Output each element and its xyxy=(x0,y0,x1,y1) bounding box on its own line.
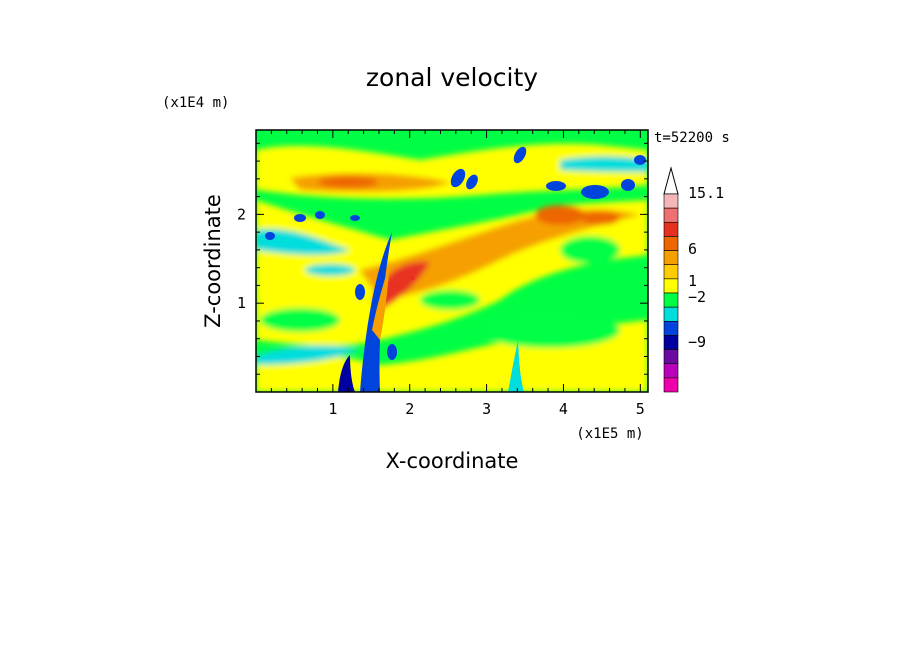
axis-ticks xyxy=(256,130,648,392)
red-dot xyxy=(409,276,415,280)
colorbar-label: −2 xyxy=(688,288,706,306)
blue-cell xyxy=(350,215,360,221)
band-orange-diagonal xyxy=(360,209,640,300)
colorbar-segment xyxy=(663,377,679,393)
colorbar-segment xyxy=(663,320,679,336)
y-unit-label: (x1E4 m) xyxy=(162,95,229,111)
colorbar-label: 1 xyxy=(688,272,697,290)
x-axis-title: X-coordinate xyxy=(386,449,519,473)
y-tick-label: 1 xyxy=(237,294,246,312)
red-core xyxy=(372,261,430,310)
colorbar-overflow-triangle xyxy=(663,166,679,195)
blue-cell xyxy=(294,214,306,222)
x-tick-label: 1 xyxy=(328,400,337,418)
colorbar-label: 6 xyxy=(688,240,697,258)
x-unit-label: (x1E5 m) xyxy=(576,426,643,442)
wave-feature-2 xyxy=(372,260,390,340)
colorbar-segment xyxy=(663,250,679,266)
blue-cell xyxy=(634,155,646,165)
band-cyan-upper-right xyxy=(560,156,648,172)
time-label: t=52200 s xyxy=(654,130,730,146)
orange-core-1 xyxy=(535,205,585,225)
colorbar-label: 15.1 xyxy=(688,184,724,202)
band-cyan-left xyxy=(256,229,350,255)
colorbar-segment xyxy=(663,306,679,322)
blue-cell xyxy=(513,146,527,164)
cyan-patch xyxy=(305,264,355,276)
orange-core-3 xyxy=(318,176,378,188)
colorbar-segment xyxy=(663,363,679,379)
colorbar-segment xyxy=(663,264,679,280)
x-tick-label: 5 xyxy=(636,400,645,418)
y-axis-title: Z-coordinate xyxy=(201,194,225,328)
colorbar-segment xyxy=(663,335,679,350)
plot-frame xyxy=(255,129,649,393)
colorbar-segment xyxy=(663,193,679,209)
orange-core-2 xyxy=(580,211,620,225)
green-patch-3 xyxy=(420,290,480,310)
colorbar-segment xyxy=(663,278,679,294)
blue-cell xyxy=(466,174,478,190)
colorbar-segment xyxy=(663,349,679,365)
colorbar-labels: 15.1 6 1−2 −9 xyxy=(688,184,724,351)
green-patch-2 xyxy=(260,308,340,332)
blue-cell xyxy=(265,232,275,240)
wave-feature-4 xyxy=(508,340,524,392)
blue-cell xyxy=(387,344,397,360)
green-patch-4 xyxy=(560,236,620,264)
blue-cell xyxy=(546,181,566,191)
contour-field xyxy=(256,130,648,392)
x-tick-label: 3 xyxy=(482,400,491,418)
blue-cell xyxy=(355,284,365,300)
red-dot xyxy=(391,282,399,288)
chart-title: zonal velocity xyxy=(366,63,538,92)
colorbar-segment xyxy=(663,236,679,251)
y-tick-label: 2 xyxy=(237,205,246,223)
green-patch-1 xyxy=(480,312,620,348)
wave-feature-3 xyxy=(338,355,355,392)
colorbar-segment xyxy=(663,207,679,223)
blue-cell xyxy=(450,168,466,188)
x-tick-label: 4 xyxy=(559,400,568,418)
x-tick-label: 2 xyxy=(405,400,414,418)
colorbar-segment xyxy=(663,292,679,308)
band-cyan-low xyxy=(256,345,360,365)
colorbar-segment xyxy=(663,221,679,237)
tick-labels: 1 2 3 4 5 1 2 xyxy=(237,205,645,418)
blue-cell xyxy=(315,211,325,219)
negative-cells xyxy=(265,146,646,360)
positive-dots xyxy=(391,276,415,288)
colorbar-label: −9 xyxy=(688,333,706,351)
colorbar xyxy=(663,166,679,393)
blue-cell xyxy=(581,185,609,199)
blue-cell xyxy=(621,179,635,191)
